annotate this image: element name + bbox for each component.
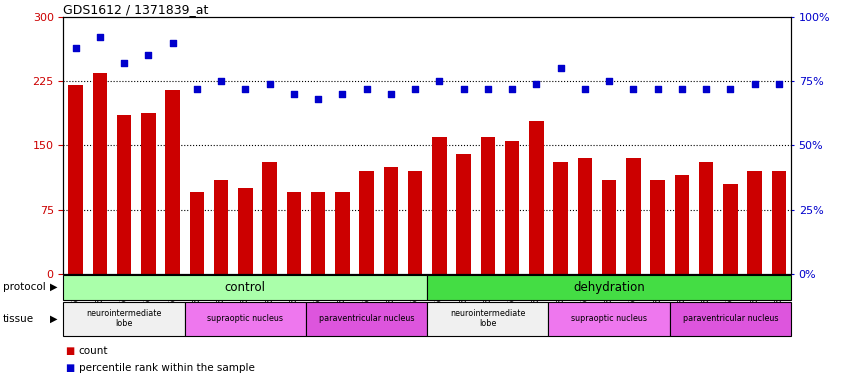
Bar — [674, 175, 689, 274]
Point — [141, 53, 155, 58]
Text: control: control — [225, 281, 266, 294]
Text: ▶: ▶ — [50, 282, 57, 292]
Bar — [723, 184, 738, 274]
Text: supraoptic nucleus: supraoptic nucleus — [207, 314, 283, 323]
Text: GDS1612 / 1371839_at: GDS1612 / 1371839_at — [63, 3, 209, 16]
Bar — [117, 116, 131, 274]
Bar — [651, 180, 665, 274]
Bar — [92, 72, 107, 274]
Point — [190, 86, 204, 92]
Bar — [427, 302, 548, 336]
Bar — [287, 192, 301, 274]
Text: protocol: protocol — [3, 282, 46, 292]
Bar — [427, 274, 791, 300]
Bar — [626, 158, 640, 274]
Point — [530, 81, 543, 87]
Point — [336, 91, 349, 97]
Point — [748, 81, 761, 87]
Bar — [214, 180, 228, 274]
Point — [409, 86, 422, 92]
Point — [384, 91, 398, 97]
Bar — [481, 137, 495, 274]
Point — [627, 86, 640, 92]
Bar — [772, 171, 786, 274]
Text: paraventricular nucleus: paraventricular nucleus — [683, 314, 778, 323]
Bar — [141, 113, 156, 274]
Bar — [553, 162, 568, 274]
Point — [239, 86, 252, 92]
Bar — [456, 154, 471, 274]
Point — [554, 65, 568, 71]
Bar — [335, 192, 349, 274]
Point — [772, 81, 786, 87]
Bar — [165, 90, 180, 274]
Point — [651, 86, 664, 92]
Text: percentile rank within the sample: percentile rank within the sample — [79, 363, 255, 373]
Point — [360, 86, 373, 92]
Text: paraventricular nucleus: paraventricular nucleus — [319, 314, 415, 323]
Point — [700, 86, 713, 92]
Point — [481, 86, 495, 92]
Bar — [310, 192, 326, 274]
Bar — [578, 158, 592, 274]
Bar — [238, 188, 253, 274]
Text: neurointermediate
lobe: neurointermediate lobe — [450, 309, 525, 328]
Bar — [432, 137, 447, 274]
Text: ▶: ▶ — [50, 314, 57, 324]
Text: count: count — [79, 346, 108, 355]
Bar — [184, 302, 306, 336]
Point — [118, 60, 131, 66]
Bar — [360, 171, 374, 274]
Bar — [69, 86, 83, 274]
Bar — [63, 274, 427, 300]
Bar — [548, 302, 670, 336]
Point — [432, 78, 446, 84]
Point — [457, 86, 470, 92]
Point — [214, 78, 228, 84]
Bar — [747, 171, 762, 274]
Text: ■: ■ — [65, 363, 74, 373]
Text: tissue: tissue — [3, 314, 34, 324]
Bar — [699, 162, 713, 274]
Bar — [408, 171, 422, 274]
Point — [311, 96, 325, 102]
Bar — [602, 180, 617, 274]
Bar — [63, 302, 184, 336]
Bar — [190, 192, 204, 274]
Point — [578, 86, 591, 92]
Point — [93, 34, 107, 40]
Point — [166, 40, 179, 46]
Bar — [670, 302, 791, 336]
Text: ■: ■ — [65, 346, 74, 355]
Point — [287, 91, 300, 97]
Bar — [306, 302, 427, 336]
Text: supraoptic nucleus: supraoptic nucleus — [571, 314, 647, 323]
Bar — [529, 122, 544, 274]
Point — [675, 86, 689, 92]
Point — [602, 78, 616, 84]
Bar — [383, 167, 398, 274]
Point — [723, 86, 737, 92]
Text: neurointermediate
lobe: neurointermediate lobe — [86, 309, 162, 328]
Point — [263, 81, 277, 87]
Bar — [262, 162, 277, 274]
Point — [69, 45, 82, 51]
Text: dehydration: dehydration — [574, 281, 645, 294]
Bar — [505, 141, 519, 274]
Point — [505, 86, 519, 92]
